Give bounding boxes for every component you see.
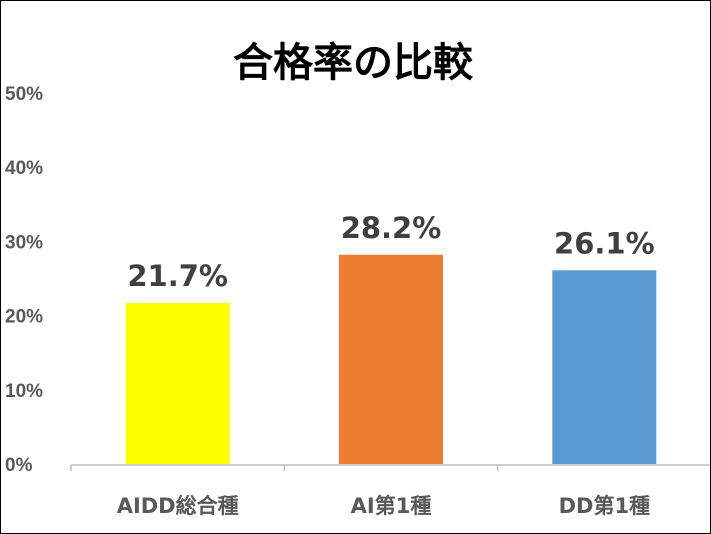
bar [125,302,230,464]
data-labels: 21.7% 28.2% 26.1% [127,211,654,293]
y-tick-label: 20% [5,307,43,328]
data-label: 28.2% [341,211,442,245]
bar-series [125,254,657,464]
bar [552,270,657,464]
x-axis: AIDD総合種 AI第1種 DD第1種 [70,464,710,518]
bar [339,254,443,464]
y-tick-label: 30% [5,232,43,253]
y-axis: 0% 10% 20% 30% 40% 50% [5,84,43,476]
y-tick-label: 10% [5,381,43,402]
x-tick-label: AIDD総合種 [117,494,239,518]
data-label: 26.1% [554,226,655,260]
data-label: 21.7% [127,259,228,293]
x-tick-label: AI第1種 [351,494,432,518]
y-tick-label: 0% [5,455,33,476]
chart-title: 合格率の比較 [233,40,474,86]
x-tick-label: DD第1種 [559,494,650,518]
y-tick-label: 50% [5,84,43,105]
y-tick-label: 40% [5,158,43,179]
